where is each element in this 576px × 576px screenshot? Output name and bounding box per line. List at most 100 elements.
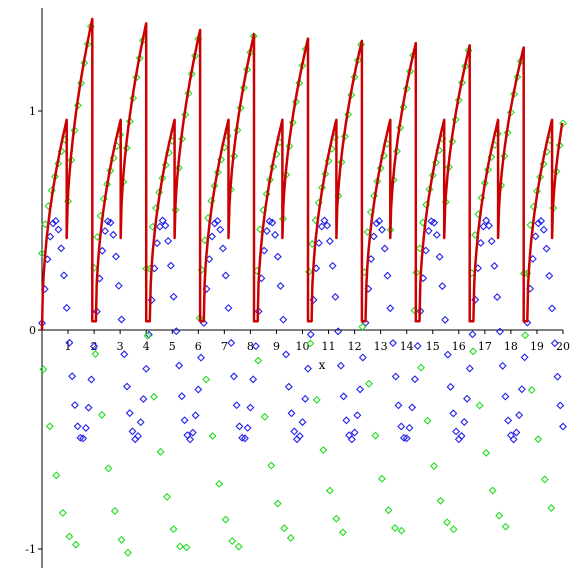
blue-marker: [317, 222, 326, 231]
green-marker: [399, 103, 408, 112]
y-ticks: 1 0 -1: [25, 105, 42, 556]
blue-marker: [295, 432, 304, 441]
blue-marker: [342, 416, 351, 425]
blue-marker: [509, 435, 518, 444]
blue-marker: [70, 401, 79, 410]
blue-marker: [553, 372, 562, 381]
x-tick-label: 4: [143, 340, 150, 353]
blue-marker: [246, 403, 255, 412]
blue-marker: [487, 237, 496, 246]
blue-marker: [109, 230, 118, 239]
blue-marker: [493, 293, 502, 302]
blue-marker: [531, 232, 540, 241]
green-marker: [280, 524, 289, 533]
green-marker: [484, 165, 493, 174]
blue-marker: [136, 418, 145, 427]
blue-marker: [441, 315, 450, 324]
green-marker: [221, 515, 230, 524]
blue-marker: [482, 216, 491, 225]
blue-marker: [495, 327, 504, 336]
green-marker: [52, 471, 61, 480]
blue-marker: [188, 428, 197, 437]
green-marker: [182, 543, 191, 552]
blue-marker: [490, 261, 499, 270]
green-marker: [254, 356, 263, 365]
blue-marker: [399, 433, 408, 442]
blue-marker: [161, 221, 170, 230]
green-marker: [58, 508, 67, 517]
blue-marker: [438, 282, 447, 291]
blue-marker: [208, 232, 216, 241]
blue-marker: [238, 433, 247, 442]
x-tick-label: 5: [169, 340, 176, 353]
blue-marker: [232, 401, 241, 410]
blue-marker: [484, 221, 493, 230]
green-marker: [97, 410, 106, 419]
green-marker: [129, 94, 138, 103]
green-marker: [417, 363, 426, 372]
blue-marker: [139, 395, 148, 403]
red-line-path: [40, 17, 564, 331]
x-tick-label: 15: [426, 340, 440, 353]
blue-marker: [276, 281, 285, 290]
green-marker: [319, 446, 328, 455]
green-marker: [288, 118, 297, 127]
green-marker: [488, 486, 497, 495]
green-marker: [384, 506, 393, 515]
blue-marker: [328, 261, 337, 270]
blue-marker: [515, 411, 524, 420]
green-marker: [475, 401, 484, 410]
green-marker: [117, 535, 126, 544]
green-marker: [430, 462, 439, 471]
blue-marker: [298, 418, 307, 427]
blue-marker: [65, 338, 74, 347]
green-marker: [377, 474, 386, 483]
blue-marker: [347, 435, 356, 444]
green-marker: [347, 90, 356, 99]
blue-marker: [142, 364, 151, 373]
blue-marker: [498, 361, 507, 370]
blue-marker: [452, 427, 461, 436]
blue-marker: [229, 372, 238, 381]
blue-marker: [446, 382, 455, 391]
x-tick-label: 10: [296, 340, 310, 353]
green-marker: [547, 503, 556, 512]
green-marker: [228, 537, 237, 546]
x-tick-label: 1: [65, 340, 72, 353]
x-tick-label: 12: [348, 340, 362, 353]
x-tick-label: 11: [322, 340, 336, 353]
blue-marker: [216, 225, 225, 234]
blue-marker: [410, 375, 419, 384]
blue-marker: [443, 350, 452, 359]
blue-marker: [221, 271, 230, 280]
blue-marker: [432, 230, 441, 239]
blue-marker: [164, 237, 173, 246]
green-marker: [371, 431, 380, 440]
green-marker: [390, 523, 399, 532]
blue-marker: [117, 315, 126, 324]
blue-marker: [279, 315, 288, 324]
green-marker: [54, 159, 63, 168]
blue-marker: [175, 361, 184, 370]
green-marker: [397, 526, 406, 535]
green-marker: [110, 506, 119, 515]
blue-marker: [79, 434, 88, 443]
blue-marker: [339, 392, 348, 401]
green-marker: [273, 499, 282, 508]
blue-marker: [186, 435, 195, 444]
green-marker: [267, 461, 276, 470]
x-tick-label: 19: [530, 340, 544, 353]
green-marker: [312, 395, 321, 404]
green-marker: [396, 123, 405, 132]
blue-marker: [301, 394, 310, 403]
blue-marker: [51, 216, 60, 225]
green-marker: [143, 331, 152, 340]
blue-marker: [405, 423, 414, 432]
x-tick-label: 6: [195, 340, 202, 353]
blue-marker: [48, 219, 57, 228]
blue-marker: [123, 382, 131, 391]
green-marker: [469, 347, 478, 356]
blue-marker: [476, 238, 485, 247]
blue-marker: [81, 424, 90, 432]
blue-marker: [372, 219, 381, 228]
